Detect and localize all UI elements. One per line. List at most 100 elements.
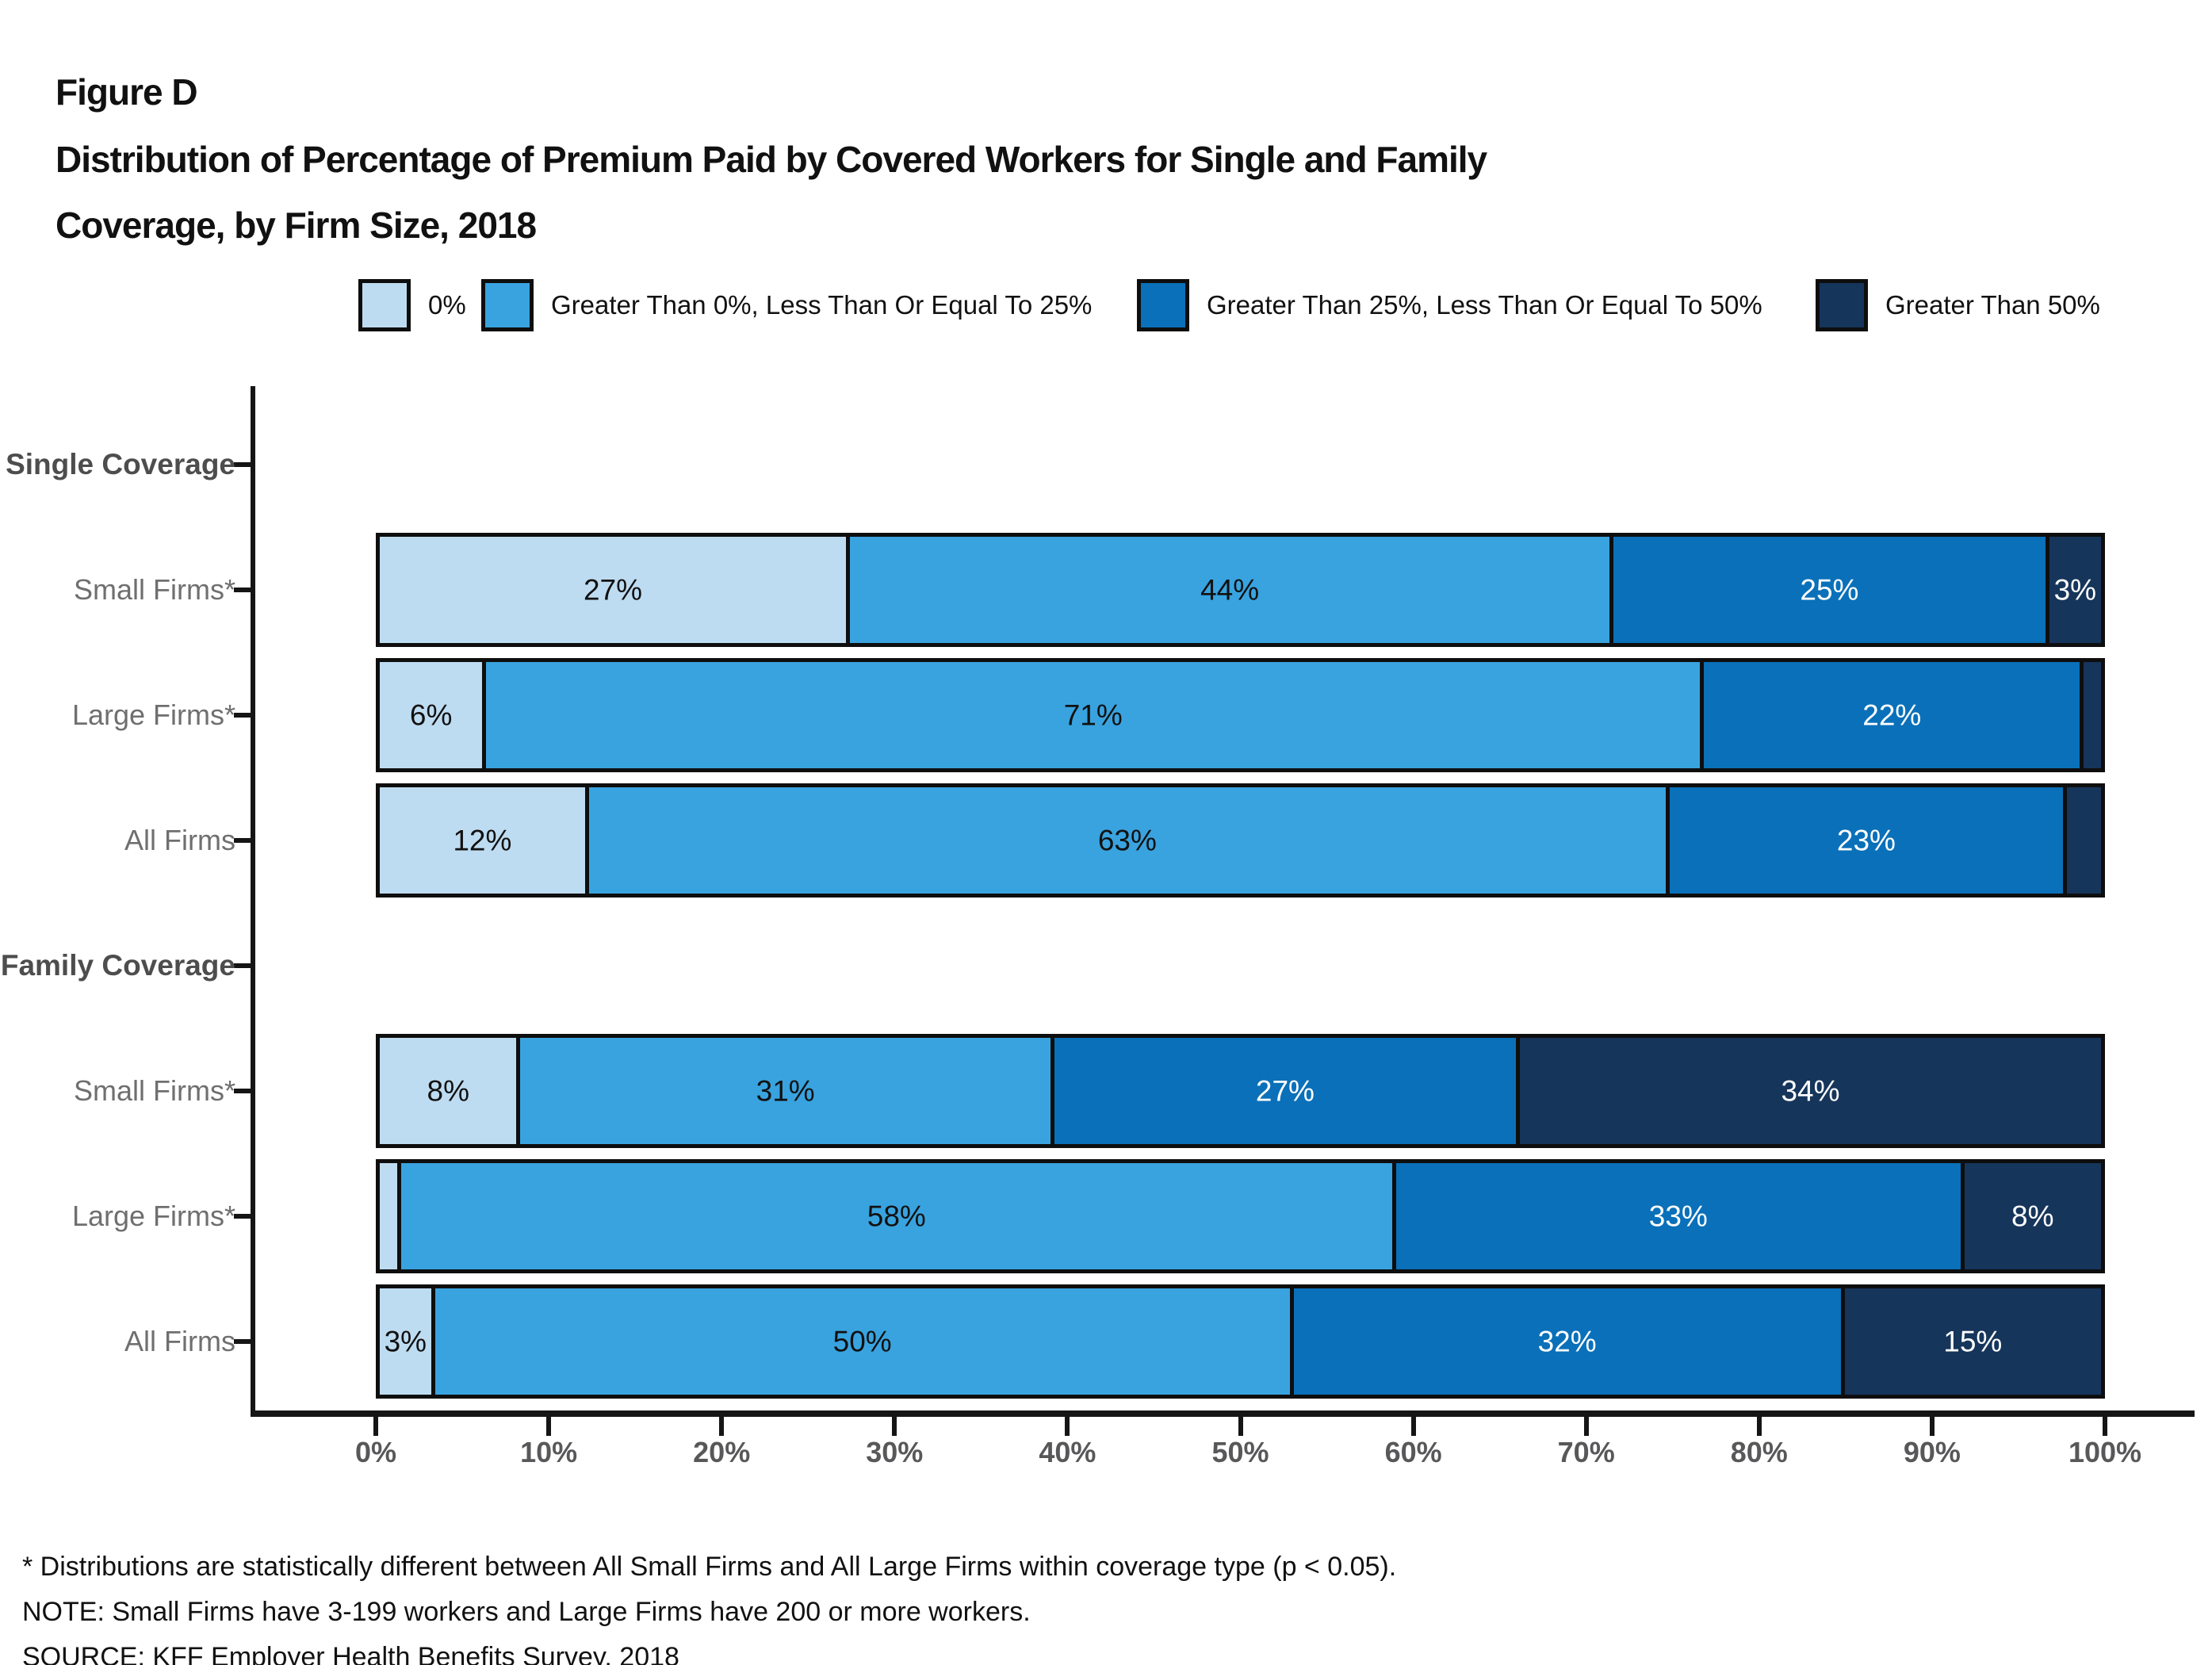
bar-segment-value: 34%	[1781, 1074, 1840, 1108]
bar-segment: 8%	[1960, 1163, 2102, 1269]
x-axis-tick-label: 30%	[866, 1436, 924, 1468]
bar-segment: 3%	[380, 1288, 431, 1395]
bar-segment	[380, 1163, 397, 1269]
x-axis-tick	[546, 1417, 552, 1436]
bar-segment-value: 6%	[409, 699, 453, 732]
bar-segment: 58%	[396, 1163, 1393, 1269]
bar-segment: 22%	[1700, 662, 2080, 768]
legend-label: Greater Than 25%, Less Than Or Equal To …	[1207, 290, 1762, 320]
bar-segment-value: 15%	[1943, 1325, 2003, 1358]
bar-segment-value: 8%	[2011, 1200, 2054, 1233]
bar-segment: 8%	[380, 1038, 517, 1144]
y-axis-tick	[234, 588, 251, 592]
legend-label: Greater Than 0%, Less Than Or Equal To 2…	[551, 290, 1093, 320]
bar-segment	[2080, 662, 2101, 768]
bar-segment-value: 12%	[453, 824, 512, 857]
x-axis-tick-label: 90%	[1903, 1436, 1961, 1468]
bar-segment-value: 63%	[1097, 824, 1157, 857]
bar-row-family-all-firms: All Firms 3% 50% 32% 15%	[124, 1279, 2195, 1404]
bar-segment	[2062, 787, 2101, 894]
bar-segment-value: 33%	[1648, 1200, 1708, 1233]
bar-segment: 27%	[380, 537, 846, 643]
footnote-significance: * Distributions are statistically differ…	[22, 1552, 1397, 1582]
bar-segment-value: 27%	[583, 573, 643, 607]
x-axis-tick	[1065, 1417, 1070, 1436]
stacked-bar-single-all-firms: 12% 63% 23%	[376, 783, 2105, 898]
bar-row-single-large-firms: Large Firms* 6% 71% 22%	[72, 653, 2195, 778]
bar-segment-value: 50%	[832, 1325, 892, 1358]
x-axis-tick-label: 40%	[1039, 1436, 1096, 1468]
legend-label: Greater Than 50%	[1885, 290, 2100, 320]
x-axis-tick-label: 0%	[354, 1436, 397, 1468]
bar-segment-value: 31%	[756, 1074, 815, 1108]
figure-title-line1: Distribution of Percentage of Premium Pa…	[55, 139, 1487, 180]
x-axis-tick-label: 70%	[1557, 1436, 1615, 1468]
row-label-single-small-firms: Small Firms*	[74, 573, 235, 606]
row-label-single-all-firms: All Firms	[124, 824, 235, 856]
stacked-bar-family-all-firms: 3% 50% 32% 15%	[376, 1284, 2105, 1399]
x-axis-tick	[1756, 1417, 1762, 1436]
bar-segment: 15%	[1840, 1288, 2102, 1395]
y-axis-tick	[234, 838, 251, 843]
x-axis-tick-label: 50%	[1211, 1436, 1269, 1468]
bar-segment-value: 22%	[1862, 699, 1922, 732]
x-axis-tick-label: 10%	[520, 1436, 578, 1468]
stacked-bar-family-large-firms: 58% 33% 8%	[376, 1159, 2105, 1273]
bar-row-family-large-firms: Large Firms* 58% 33% 8%	[72, 1154, 2195, 1279]
bar-segment-value: 44%	[1200, 573, 1260, 607]
x-axis-tick-label: 20%	[693, 1436, 751, 1468]
stacked-bar-family-small-firms: 8% 31% 27% 34%	[376, 1034, 2105, 1148]
bar-segment: 71%	[482, 662, 1701, 768]
bar-segment: 34%	[1515, 1038, 2102, 1144]
x-axis-tick	[719, 1417, 725, 1436]
x-axis-tick-label: 60%	[1384, 1436, 1442, 1468]
row-label-single-coverage: Single Coverage	[6, 448, 235, 480]
bar-segment-value: 27%	[1255, 1074, 1315, 1108]
bar-segment: 23%	[1666, 787, 2063, 894]
footnote-source: SOURCE: KFF Employer Health Benefits Sur…	[22, 1642, 679, 1665]
figure-label: Figure D	[55, 71, 198, 113]
bar-segment: 6%	[380, 662, 483, 768]
bar-segment: 63%	[584, 787, 1666, 894]
stacked-bar-single-large-firms: 6% 71% 22%	[376, 658, 2105, 772]
y-axis-tick	[234, 1089, 251, 1093]
footnote-note: NOTE: Small Firms have 3-199 workers and…	[22, 1597, 1031, 1627]
bar-row-single-all-firms: All Firms 12% 63% 23%	[124, 778, 2195, 903]
x-axis-tick-label: 80%	[1730, 1436, 1788, 1468]
row-label-family-large-firms: Large Firms*	[71, 1200, 235, 1232]
bar-segment: 44%	[846, 537, 1610, 643]
bar-segment-value: 71%	[1063, 699, 1123, 732]
bar-segment: 31%	[516, 1038, 1051, 1144]
bar-segment-value: 25%	[1800, 573, 1859, 607]
x-axis-tick	[1929, 1417, 1935, 1436]
legend-label: 0%	[428, 290, 466, 320]
row-label-family-coverage: Family Coverage	[0, 949, 235, 982]
bar-segment: 12%	[380, 787, 585, 894]
bar-segment: 25%	[1609, 537, 2046, 643]
stacked-bar-single-small-firms: 27% 44% 25% 3%	[376, 533, 2105, 647]
x-axis-tick	[373, 1417, 378, 1436]
row-label-family-all-firms: All Firms	[124, 1325, 235, 1357]
figure-title-line2: Coverage, by Firm Size, 2018	[55, 205, 537, 246]
x-axis-tick	[892, 1417, 897, 1436]
row-label-single-large-firms: Large Firms*	[71, 699, 235, 731]
plot-panel: Single Coverage Small Firms* 27% 44% 25% 3% La…	[1, 386, 2195, 1468]
x-axis-tick-label: 100%	[2068, 1436, 2142, 1468]
x-axis-tick	[1410, 1417, 1416, 1436]
bar-row-family-small-firms: Small Firms* 8% 31% 27% 34%	[74, 1028, 2195, 1154]
bar-segment: 32%	[1289, 1288, 1841, 1395]
y-axis-tick	[234, 963, 251, 968]
x-axis-tick	[2103, 1417, 2107, 1436]
bar-segment: 27%	[1050, 1038, 1516, 1144]
y-axis-tick	[234, 1214, 251, 1219]
bar-segment-value: 3%	[2053, 573, 2097, 607]
bar-segment-value: 23%	[1836, 824, 1896, 857]
x-axis-tick	[1583, 1417, 1589, 1436]
bar-row-single-small-firms: Small Firms* 27% 44% 25% 3%	[74, 527, 2195, 653]
x-axis-tick	[1238, 1417, 1243, 1436]
legend-swatch-icon	[358, 279, 411, 331]
bar-segment: 50%	[431, 1288, 1290, 1395]
y-axis-tick	[234, 713, 251, 718]
bar-segment-value: 58%	[867, 1200, 926, 1233]
